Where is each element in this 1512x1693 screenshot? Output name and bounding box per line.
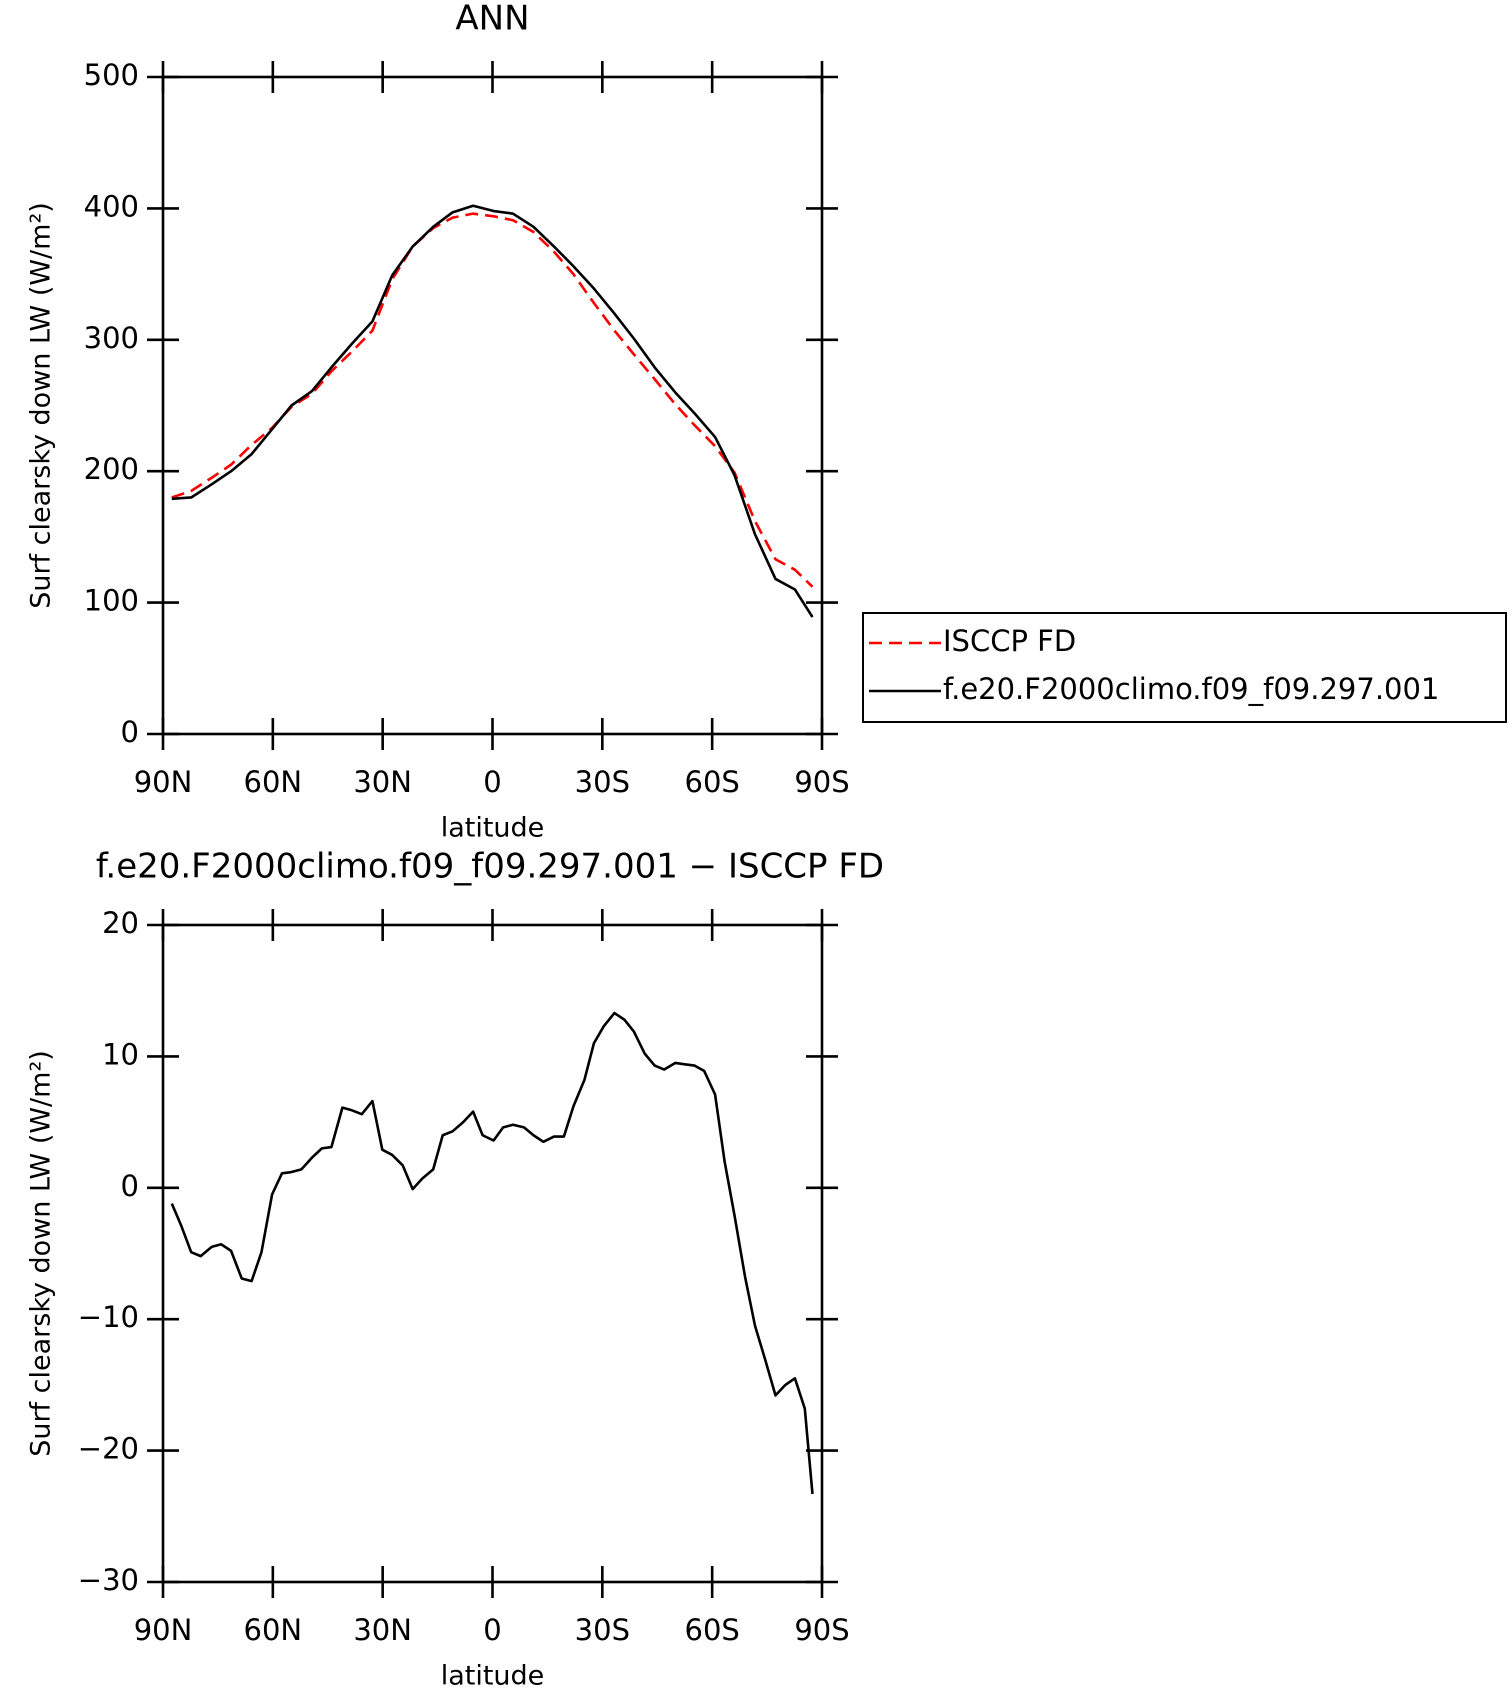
legend-label: ISCCP FD xyxy=(943,624,1076,658)
y-tick-label: 0 xyxy=(121,715,139,749)
y-tick-label: −10 xyxy=(78,1300,139,1334)
x-tick-label: 90N xyxy=(134,1613,193,1647)
x-tick-label: 30N xyxy=(353,1613,412,1647)
chart-panel: f.e20.F2000climo.f09_f09.297.001 − ISCCP… xyxy=(26,847,885,1692)
chart-title: f.e20.F2000climo.f09_f09.297.001 − ISCCP… xyxy=(96,847,884,887)
y-tick-label: −20 xyxy=(78,1432,139,1466)
x-tick-label: 90S xyxy=(794,765,849,799)
y-tick-label: 20 xyxy=(102,906,139,940)
data-line xyxy=(170,1011,814,1495)
y-tick-label: 300 xyxy=(84,321,139,355)
chart-title: ANN xyxy=(455,0,529,39)
x-tick-label: 60S xyxy=(685,765,740,799)
y-tick-label: 100 xyxy=(84,584,139,618)
x-tick-label: 0 xyxy=(483,1613,501,1647)
legend-label: f.e20.F2000climo.f09_f09.297.001 xyxy=(943,672,1439,706)
x-tick-label: 60N xyxy=(244,765,303,799)
data-line xyxy=(171,212,814,588)
y-tick-label: 400 xyxy=(84,189,139,223)
y-tick-label: 10 xyxy=(102,1037,139,1071)
x-tick-label: 0 xyxy=(483,765,501,799)
x-tick-label: 30S xyxy=(575,765,630,799)
x-tick-label: 60N xyxy=(244,1613,303,1647)
y-tick-label: 0 xyxy=(121,1169,139,1203)
y-tick-label: −30 xyxy=(78,1563,139,1597)
data-line xyxy=(171,204,814,618)
y-axis-label: Surf clearsky down LW (W/m²) xyxy=(26,202,57,609)
y-tick-label: 500 xyxy=(84,58,139,92)
legend: ISCCP FD f.e20.F2000climo.f09_f09.297.001 xyxy=(862,612,1507,723)
x-axis-label: latitude xyxy=(441,813,545,844)
y-axis-label: Surf clearsky down LW (W/m²) xyxy=(26,1050,57,1457)
legend-box xyxy=(862,612,1507,723)
x-tick-label: 90N xyxy=(134,765,193,799)
x-tick-label: 60S xyxy=(685,1613,740,1647)
x-tick-label: 30S xyxy=(575,1613,630,1647)
x-axis-label: latitude xyxy=(441,1661,545,1692)
y-tick-label: 200 xyxy=(84,452,139,486)
x-tick-label: 30N xyxy=(353,765,412,799)
chart-panel: ANN 0 100 200 300 400 500 90N 60N 30N 0 30S 60S 90S la… xyxy=(26,0,1507,844)
plot-frame xyxy=(161,75,824,736)
x-tick-label: 90S xyxy=(794,1613,849,1647)
